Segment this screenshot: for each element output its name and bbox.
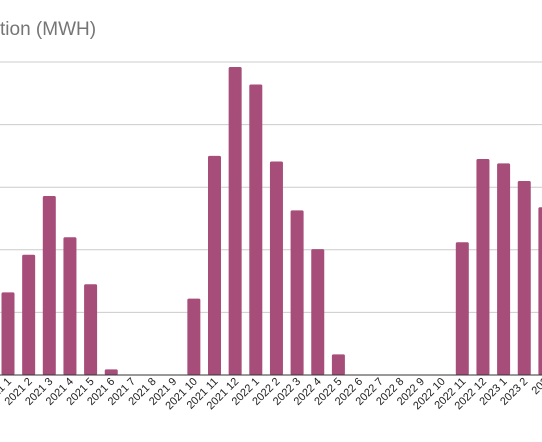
bar-2023-2	[517, 180, 531, 375]
bar-2021-2	[22, 254, 36, 375]
bar-2022-11	[455, 242, 469, 375]
bar-2022-12	[476, 159, 490, 375]
bar-2022-5	[331, 354, 345, 375]
bar-2021-3	[42, 195, 56, 375]
bar-2021-12	[228, 67, 242, 376]
bars	[1, 67, 542, 376]
bar-2022-4	[311, 249, 325, 375]
bar-2023-1	[497, 163, 511, 375]
bar-2021-5	[84, 284, 98, 375]
bar-2022-3	[290, 210, 304, 375]
bar-2022-2	[269, 161, 283, 375]
bar-2021-11	[208, 155, 221, 375]
bar-2021-1	[1, 292, 15, 375]
bar-2021-4	[63, 237, 77, 375]
bar-2023-3	[538, 207, 542, 375]
chart-title: tion (MWH)	[0, 19, 97, 40]
x-tick-label: 202	[530, 376, 542, 397]
bar-2021-10	[187, 298, 201, 375]
bar-2021-6	[104, 369, 118, 375]
bar-2022-1	[249, 84, 263, 375]
